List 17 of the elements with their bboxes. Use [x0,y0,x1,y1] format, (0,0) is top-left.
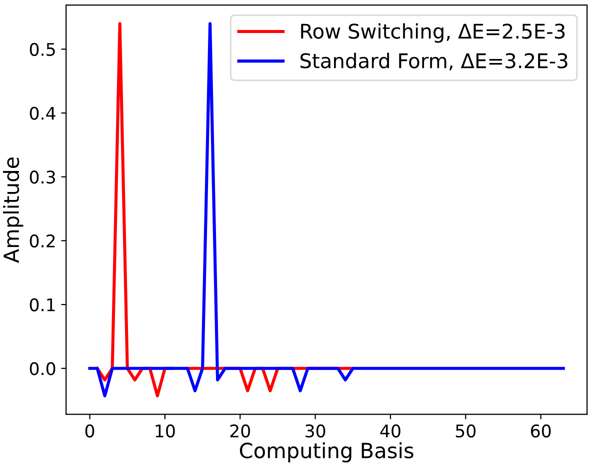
y-tick-label: 0.5 [30,42,55,56]
x-tick-label: 20 [230,424,250,438]
y-tick-label: 0.0 [30,362,56,376]
y-tick-label: 0.2 [30,234,55,248]
x-tick-label: 60 [530,424,551,438]
x-tick-label: 50 [456,424,476,438]
y-tick-label: 0.1 [30,298,55,312]
x-axis-title: Computing Basis [240,442,414,462]
x-tick-label: 40 [380,424,400,438]
legend-label: Standard Form, ΔE=3.2E-3 [300,52,568,70]
x-tick-label: 30 [306,424,326,438]
y-tick-label: 0.4 [30,106,56,120]
y-tick-label: 0.3 [30,170,55,184]
x-tick-label: 0 [85,424,94,438]
legend-label: Row Switching, ΔE=2.5E-3 [301,23,565,43]
y-axis-title: Amplitude [3,157,24,263]
x-tick-label: 10 [156,424,175,438]
